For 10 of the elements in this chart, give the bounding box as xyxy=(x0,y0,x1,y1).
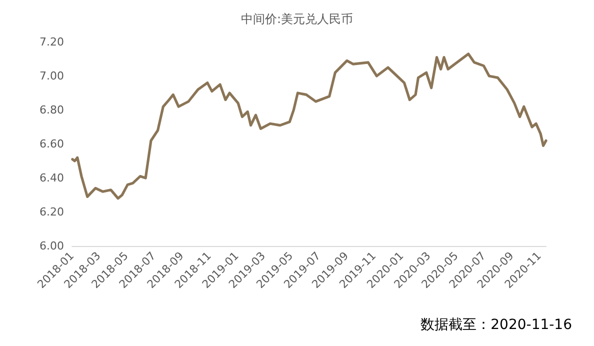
y-tick-label: 6.00 xyxy=(40,240,64,252)
y-tick-label: 7.20 xyxy=(40,36,64,48)
text: 数据截至：2020-11-16 xyxy=(420,317,572,333)
y-tick-label: 6.80 xyxy=(40,104,64,116)
line-series xyxy=(71,52,548,200)
y-tick-label: 7.00 xyxy=(40,70,64,82)
chart-title: 中间价:美元兑人民币 xyxy=(240,12,354,26)
y-tick-label: 6.60 xyxy=(40,138,64,150)
y-tick-label: 6.40 xyxy=(40,172,64,184)
y-tick-label: 6.20 xyxy=(40,206,64,218)
